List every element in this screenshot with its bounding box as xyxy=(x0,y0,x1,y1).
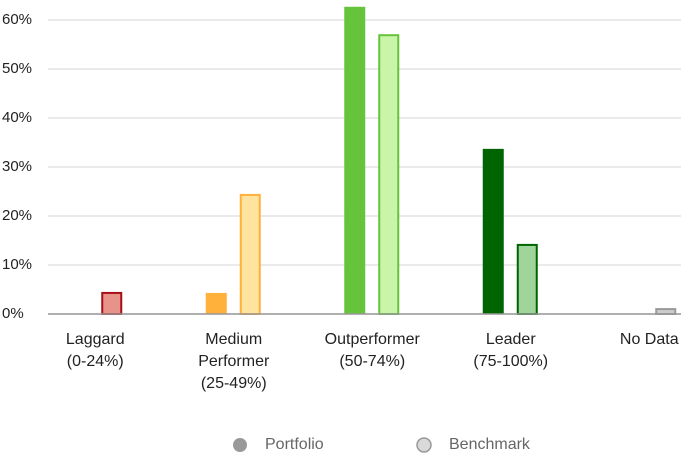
x-tick-label: (50-74%) xyxy=(339,353,405,370)
bar xyxy=(101,291,123,315)
y-tick-label: 50% xyxy=(2,60,32,77)
bar xyxy=(516,243,538,315)
x-tick-label: Medium xyxy=(205,331,262,348)
bar xyxy=(205,292,227,314)
legend-marker xyxy=(233,438,247,452)
bar xyxy=(344,6,366,315)
x-tick-label: Leader xyxy=(486,331,536,348)
x-tick-label: (25-49%) xyxy=(201,375,267,392)
x-tick-label: Outperformer xyxy=(325,331,421,348)
y-tick-label: 40% xyxy=(2,109,32,126)
y-tick-label: 0% xyxy=(2,305,24,322)
y-tick-label: 10% xyxy=(2,256,32,273)
x-tick-label: (0-24%) xyxy=(67,353,124,370)
legend-label: Benchmark xyxy=(449,436,531,453)
bar xyxy=(378,34,400,315)
x-tick-label: Performer xyxy=(198,353,270,370)
legend-marker xyxy=(416,437,432,453)
x-tick-label: Laggard xyxy=(66,331,125,348)
legend-label: Portfolio xyxy=(265,436,324,453)
x-tick-label: (75-100%) xyxy=(473,353,548,370)
y-tick-label: 20% xyxy=(2,207,32,224)
bar xyxy=(239,193,261,315)
y-tick-label: 60% xyxy=(2,11,32,28)
bar xyxy=(482,148,504,314)
x-tick-label: No Data xyxy=(620,331,679,348)
y-tick-label: 30% xyxy=(2,158,32,175)
